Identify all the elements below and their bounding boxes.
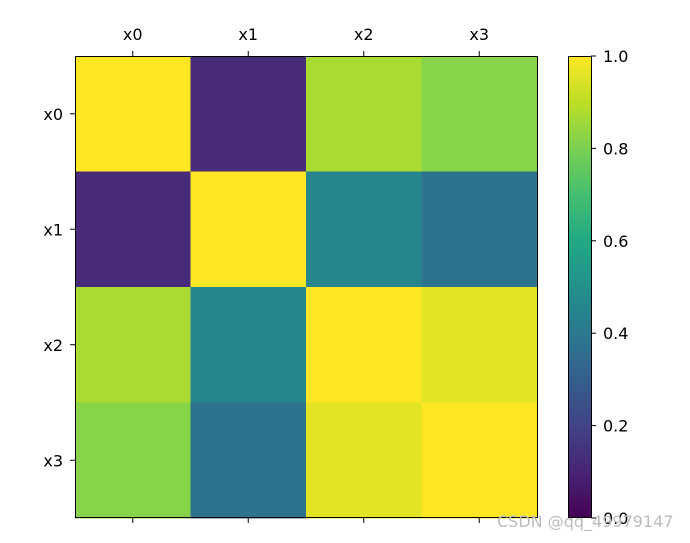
heatmap-cell [421,56,538,172]
x-tick-label: x3 [469,25,489,44]
heatmap-cell [190,56,307,172]
colorbar-frame [568,56,592,518]
heatmap-cell [75,171,191,288]
heatmap-cell [306,56,422,172]
plot-frame [75,56,538,518]
colorbar-ticks: 0.0 0.2 0.4 0.6 0.8 1.0 [591,47,628,528]
colorbar-tick-label: 0.2 [603,417,628,436]
heatmap-cell [190,287,307,403]
heatmap-cells [75,56,538,519]
y-axis: x0 x1 x2 x3 [43,105,75,470]
heatmap-cell [306,287,422,403]
colorbar-tick-label: 1.0 [603,47,628,66]
x-tick-label: x2 [354,25,374,44]
colorbar-gradient [568,56,591,518]
colorbar-tick-label: 0.4 [603,324,628,343]
x-tick-label: x0 [123,25,143,44]
heatmap-cell [190,402,307,519]
watermark: CSDN @qq_49979147 [497,512,674,531]
x-axis: x0 x1 x2 x3 [123,25,489,523]
heatmap-cell [75,287,191,403]
colorbar-tick-label: 0.6 [603,232,628,251]
heatmap-cell [75,56,191,172]
heatmap-cell [421,287,538,403]
heatmap-cell [190,171,307,288]
x-tick-label: x1 [238,25,258,44]
colorbar: 0.0 0.2 0.4 0.6 0.8 1.0 [568,47,628,528]
y-tick-label: x1 [43,220,63,239]
heatmap-cell [421,402,538,519]
heatmap-cell [306,171,422,288]
colorbar-tick-label: 0.8 [603,139,628,158]
heatmap-cell [306,402,422,519]
heatmap-cell [75,402,191,519]
heatmap-cell [421,171,538,288]
y-tick-label: x2 [43,336,63,355]
y-tick-label: x0 [43,105,63,124]
colorbar-tick-label: 0.0 [603,509,628,528]
y-tick-label: x3 [43,451,63,470]
